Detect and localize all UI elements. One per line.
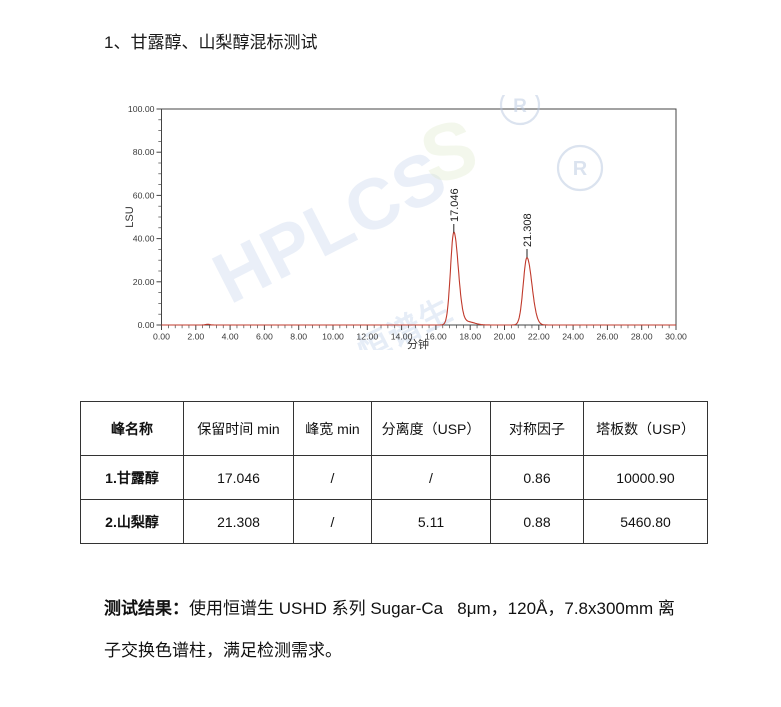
- svg-text:22.00: 22.00: [528, 332, 550, 342]
- svg-text:R: R: [573, 158, 588, 180]
- svg-text:21.308: 21.308: [522, 213, 534, 247]
- svg-text:80.00: 80.00: [133, 147, 155, 157]
- svg-text:100.00: 100.00: [128, 104, 155, 114]
- svg-text:24.00: 24.00: [562, 332, 584, 342]
- svg-text:12.00: 12.00: [356, 332, 378, 342]
- svg-text:18.00: 18.00: [459, 332, 481, 342]
- svg-text:分钟: 分钟: [407, 337, 429, 350]
- svg-text:40.00: 40.00: [133, 234, 155, 244]
- svg-text:HPLCS: HPLCS: [201, 135, 459, 319]
- svg-text:10.00: 10.00: [322, 332, 344, 342]
- svg-text:LSU: LSU: [124, 206, 136, 227]
- svg-text:20.00: 20.00: [133, 277, 155, 287]
- svg-text:R: R: [513, 96, 527, 117]
- svg-text:17.046: 17.046: [449, 188, 461, 222]
- svg-text:2.00: 2.00: [187, 332, 204, 342]
- svg-text:28.00: 28.00: [631, 332, 653, 342]
- svg-text:0.00: 0.00: [153, 332, 170, 342]
- svg-text:30.00: 30.00: [665, 332, 687, 342]
- svg-text:4.00: 4.00: [222, 332, 239, 342]
- svg-text:60.00: 60.00: [133, 190, 155, 200]
- svg-text:20.00: 20.00: [494, 332, 516, 342]
- svg-text:8.00: 8.00: [290, 332, 307, 342]
- svg-text:26.00: 26.00: [597, 332, 619, 342]
- svg-text:6.00: 6.00: [256, 332, 273, 342]
- svg-text:0.00: 0.00: [138, 320, 155, 330]
